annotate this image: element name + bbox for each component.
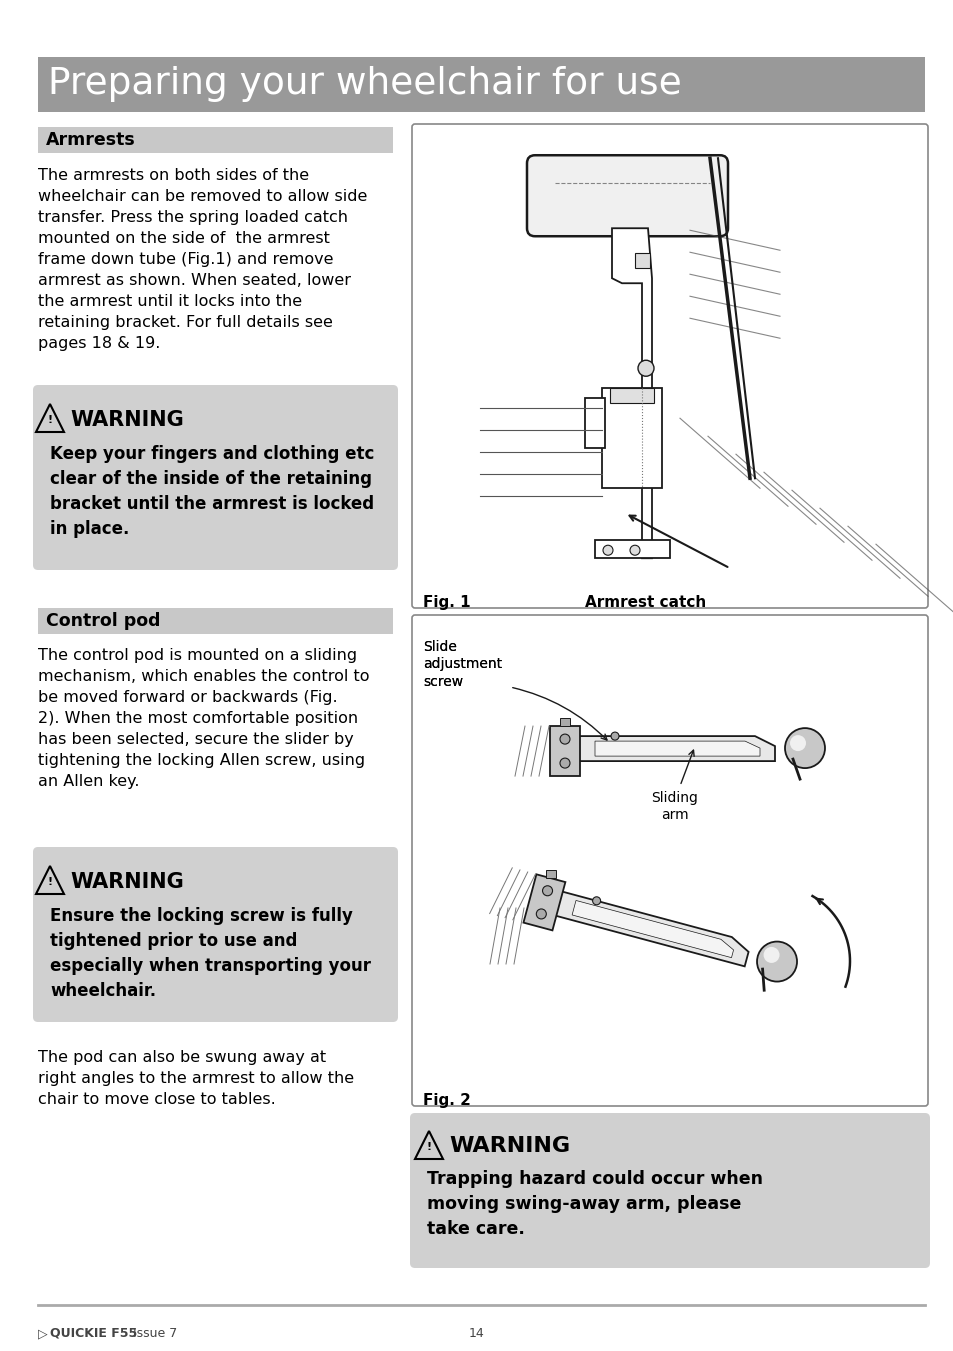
Text: Armrests: Armrests — [46, 131, 135, 149]
Text: Fig. 2: Fig. 2 — [422, 1093, 471, 1108]
Circle shape — [536, 909, 546, 919]
Bar — [545, 870, 556, 878]
Circle shape — [602, 546, 613, 555]
Circle shape — [762, 947, 779, 963]
Text: WARNING: WARNING — [70, 871, 184, 892]
Polygon shape — [551, 890, 748, 966]
FancyBboxPatch shape — [33, 847, 397, 1021]
Bar — [38, 127, 393, 153]
Polygon shape — [612, 228, 651, 558]
Text: Trapping hazard could occur when
moving swing-away arm, please
take care.: Trapping hazard could occur when moving … — [427, 1170, 762, 1238]
Circle shape — [784, 728, 824, 769]
Polygon shape — [572, 901, 733, 958]
Circle shape — [559, 734, 569, 744]
Circle shape — [629, 546, 639, 555]
Bar — [595, 540, 669, 558]
FancyBboxPatch shape — [526, 155, 727, 236]
Text: Slide
adjustment
screw: Slide adjustment screw — [422, 640, 501, 689]
Bar — [635, 253, 649, 269]
Bar — [38, 608, 393, 634]
Text: Preparing your wheelchair for use: Preparing your wheelchair for use — [48, 66, 681, 103]
Text: The armrests on both sides of the
wheelchair can be removed to allow side
transf: The armrests on both sides of the wheelc… — [38, 168, 367, 351]
Bar — [609, 388, 654, 403]
Polygon shape — [575, 736, 774, 761]
Polygon shape — [523, 874, 565, 931]
Polygon shape — [595, 742, 760, 757]
Text: Ensure the locking screw is fully
tightened prior to use and
especially when tra: Ensure the locking screw is fully tighte… — [50, 907, 371, 1000]
FancyBboxPatch shape — [33, 385, 397, 570]
Text: The pod can also be swung away at
right angles to the armrest to allow the
chair: The pod can also be swung away at right … — [38, 1050, 354, 1106]
Bar — [559, 719, 569, 725]
Text: ▷: ▷ — [38, 1327, 48, 1340]
Circle shape — [592, 897, 600, 905]
Text: !: ! — [426, 1142, 431, 1152]
Polygon shape — [550, 725, 579, 775]
Text: Sliding
arm: Sliding arm — [651, 792, 698, 823]
Polygon shape — [601, 388, 661, 488]
FancyBboxPatch shape — [410, 1113, 929, 1269]
Bar — [38, 57, 924, 112]
Circle shape — [542, 886, 552, 896]
Text: Fig. 1: Fig. 1 — [422, 594, 470, 611]
Circle shape — [559, 758, 569, 769]
Text: WARNING: WARNING — [449, 1136, 570, 1156]
Text: Keep your fingers and clothing etc
clear of the inside of the retaining
bracket : Keep your fingers and clothing etc clear… — [50, 444, 374, 538]
Text: QUICKIE F55: QUICKIE F55 — [50, 1327, 137, 1340]
Text: Control pod: Control pod — [46, 612, 160, 630]
FancyBboxPatch shape — [412, 615, 927, 1106]
Polygon shape — [584, 399, 604, 449]
Text: !: ! — [48, 877, 52, 888]
Circle shape — [638, 361, 654, 376]
Circle shape — [789, 735, 805, 751]
Text: 14: 14 — [469, 1327, 484, 1340]
FancyBboxPatch shape — [412, 124, 927, 608]
Circle shape — [610, 732, 618, 740]
Text: !: ! — [48, 415, 52, 426]
Text: Issue 7: Issue 7 — [125, 1327, 177, 1340]
Text: WARNING: WARNING — [70, 409, 184, 430]
Circle shape — [757, 942, 796, 982]
Text: Armrest catch: Armrest catch — [584, 594, 705, 611]
Text: The control pod is mounted on a sliding
mechanism, which enables the control to
: The control pod is mounted on a sliding … — [38, 648, 369, 789]
Text: Slide
adjustment
screw: Slide adjustment screw — [422, 640, 501, 689]
